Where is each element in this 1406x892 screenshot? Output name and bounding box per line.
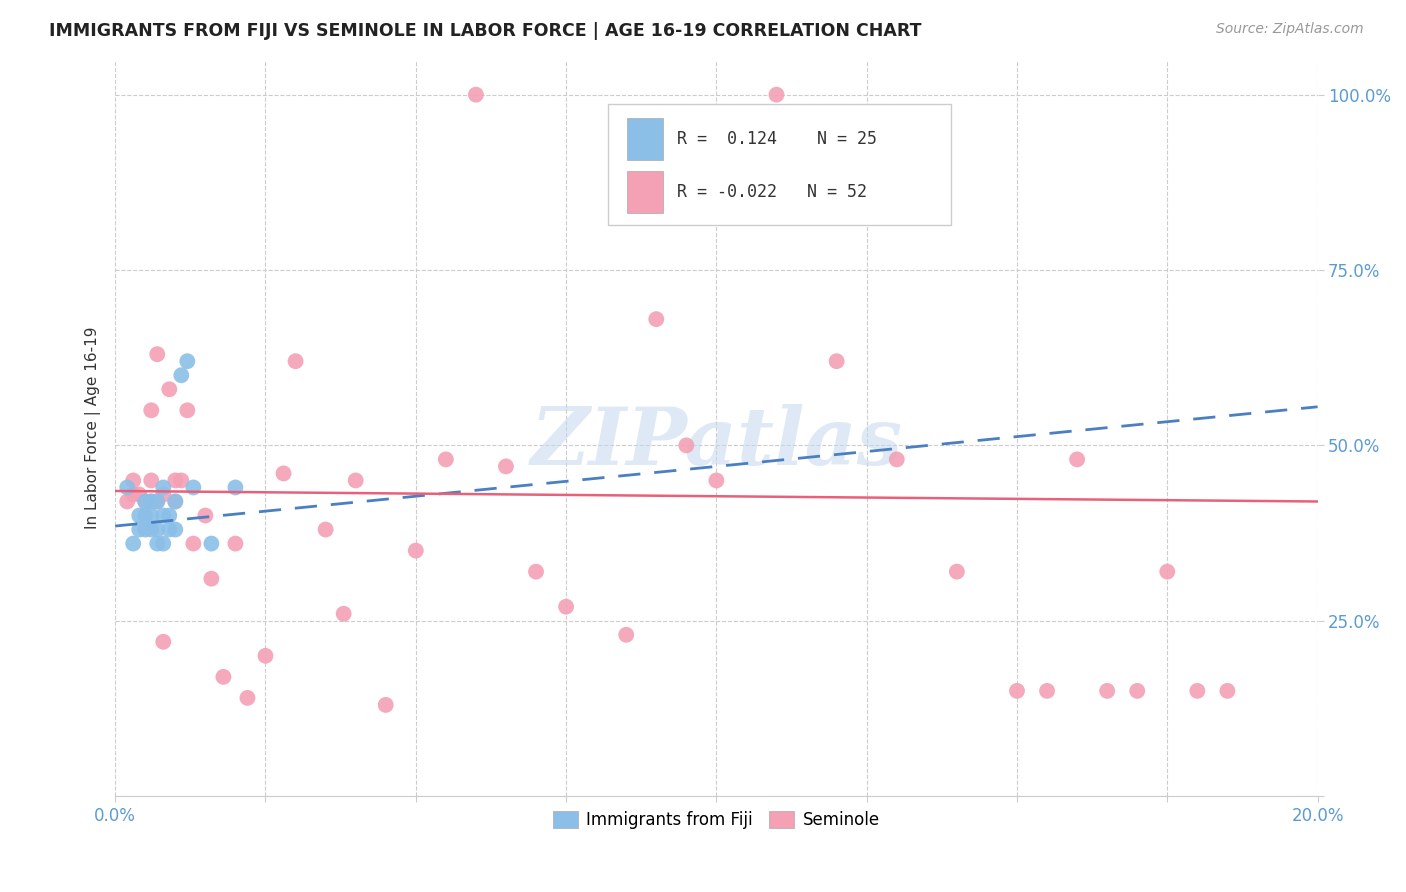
Point (157, 508, 180, 523)
Text: R = -0.022   N = 52: R = -0.022 N = 52 (676, 183, 866, 202)
Point (134, 523, 156, 537)
Text: Source: ZipAtlas.com: Source: ZipAtlas.com (1216, 22, 1364, 37)
Point (1187, 684, 1209, 698)
FancyBboxPatch shape (609, 103, 950, 226)
Point (146, 536, 169, 550)
FancyBboxPatch shape (627, 118, 664, 160)
Point (224, 536, 246, 550)
Point (115, 480, 138, 494)
Point (765, 87, 787, 102)
Point (284, 354, 307, 368)
Point (122, 536, 145, 550)
Point (273, 467, 295, 481)
Point (405, 543, 427, 558)
Point (146, 347, 169, 361)
Point (236, 690, 259, 705)
Point (645, 312, 668, 326)
Point (1216, 684, 1239, 698)
Point (224, 480, 246, 494)
Point (1095, 684, 1118, 698)
Point (115, 494, 138, 508)
Point (128, 487, 150, 501)
Point (165, 494, 187, 508)
Point (183, 536, 205, 550)
Point (200, 572, 222, 586)
Point (706, 474, 728, 488)
Point (464, 87, 486, 102)
Point (1126, 684, 1149, 698)
Point (152, 634, 174, 648)
Point (332, 607, 354, 621)
Point (146, 494, 169, 508)
Point (1066, 452, 1088, 467)
Point (212, 670, 235, 684)
Point (946, 565, 969, 579)
Point (165, 523, 187, 537)
Y-axis label: In Labor Force | Age 16-19: In Labor Force | Age 16-19 (86, 326, 101, 529)
Point (141, 403, 163, 417)
Point (134, 508, 156, 523)
Point (170, 368, 193, 383)
Text: IMMIGRANTS FROM FIJI VS SEMINOLE IN LABOR FORCE | AGE 16-19 CORRELATION CHART: IMMIGRANTS FROM FIJI VS SEMINOLE IN LABO… (49, 22, 922, 40)
Point (165, 494, 187, 508)
Legend: Immigrants from Fiji, Seminole: Immigrants from Fiji, Seminole (546, 804, 887, 836)
Point (157, 382, 180, 396)
Point (141, 494, 163, 508)
Point (434, 452, 457, 467)
Point (134, 494, 156, 508)
Point (141, 523, 163, 537)
Point (374, 698, 396, 712)
Point (886, 452, 908, 467)
Point (315, 523, 337, 537)
Point (176, 403, 198, 417)
Point (128, 523, 150, 537)
Text: R =  0.124    N = 25: R = 0.124 N = 25 (676, 129, 877, 147)
Point (170, 474, 193, 488)
Point (194, 508, 217, 523)
Point (176, 354, 198, 368)
Point (555, 599, 578, 614)
Point (141, 494, 163, 508)
Point (128, 508, 150, 523)
Point (614, 628, 637, 642)
Point (1036, 684, 1059, 698)
Point (344, 474, 367, 488)
FancyBboxPatch shape (627, 171, 664, 213)
Point (157, 523, 180, 537)
Point (183, 480, 205, 494)
Point (141, 474, 163, 488)
Point (122, 474, 145, 488)
Point (825, 354, 848, 368)
Point (1005, 684, 1028, 698)
Point (152, 536, 174, 550)
Point (146, 523, 169, 537)
Point (200, 536, 222, 550)
Point (152, 480, 174, 494)
Point (675, 438, 697, 452)
Point (152, 508, 174, 523)
Text: ZIPatlas: ZIPatlas (530, 404, 903, 482)
Point (254, 648, 277, 663)
Point (122, 487, 145, 501)
Point (134, 494, 156, 508)
Point (165, 474, 187, 488)
Point (141, 508, 163, 523)
Point (495, 459, 517, 474)
Point (146, 494, 169, 508)
Point (1156, 565, 1178, 579)
Point (524, 565, 547, 579)
Point (152, 487, 174, 501)
